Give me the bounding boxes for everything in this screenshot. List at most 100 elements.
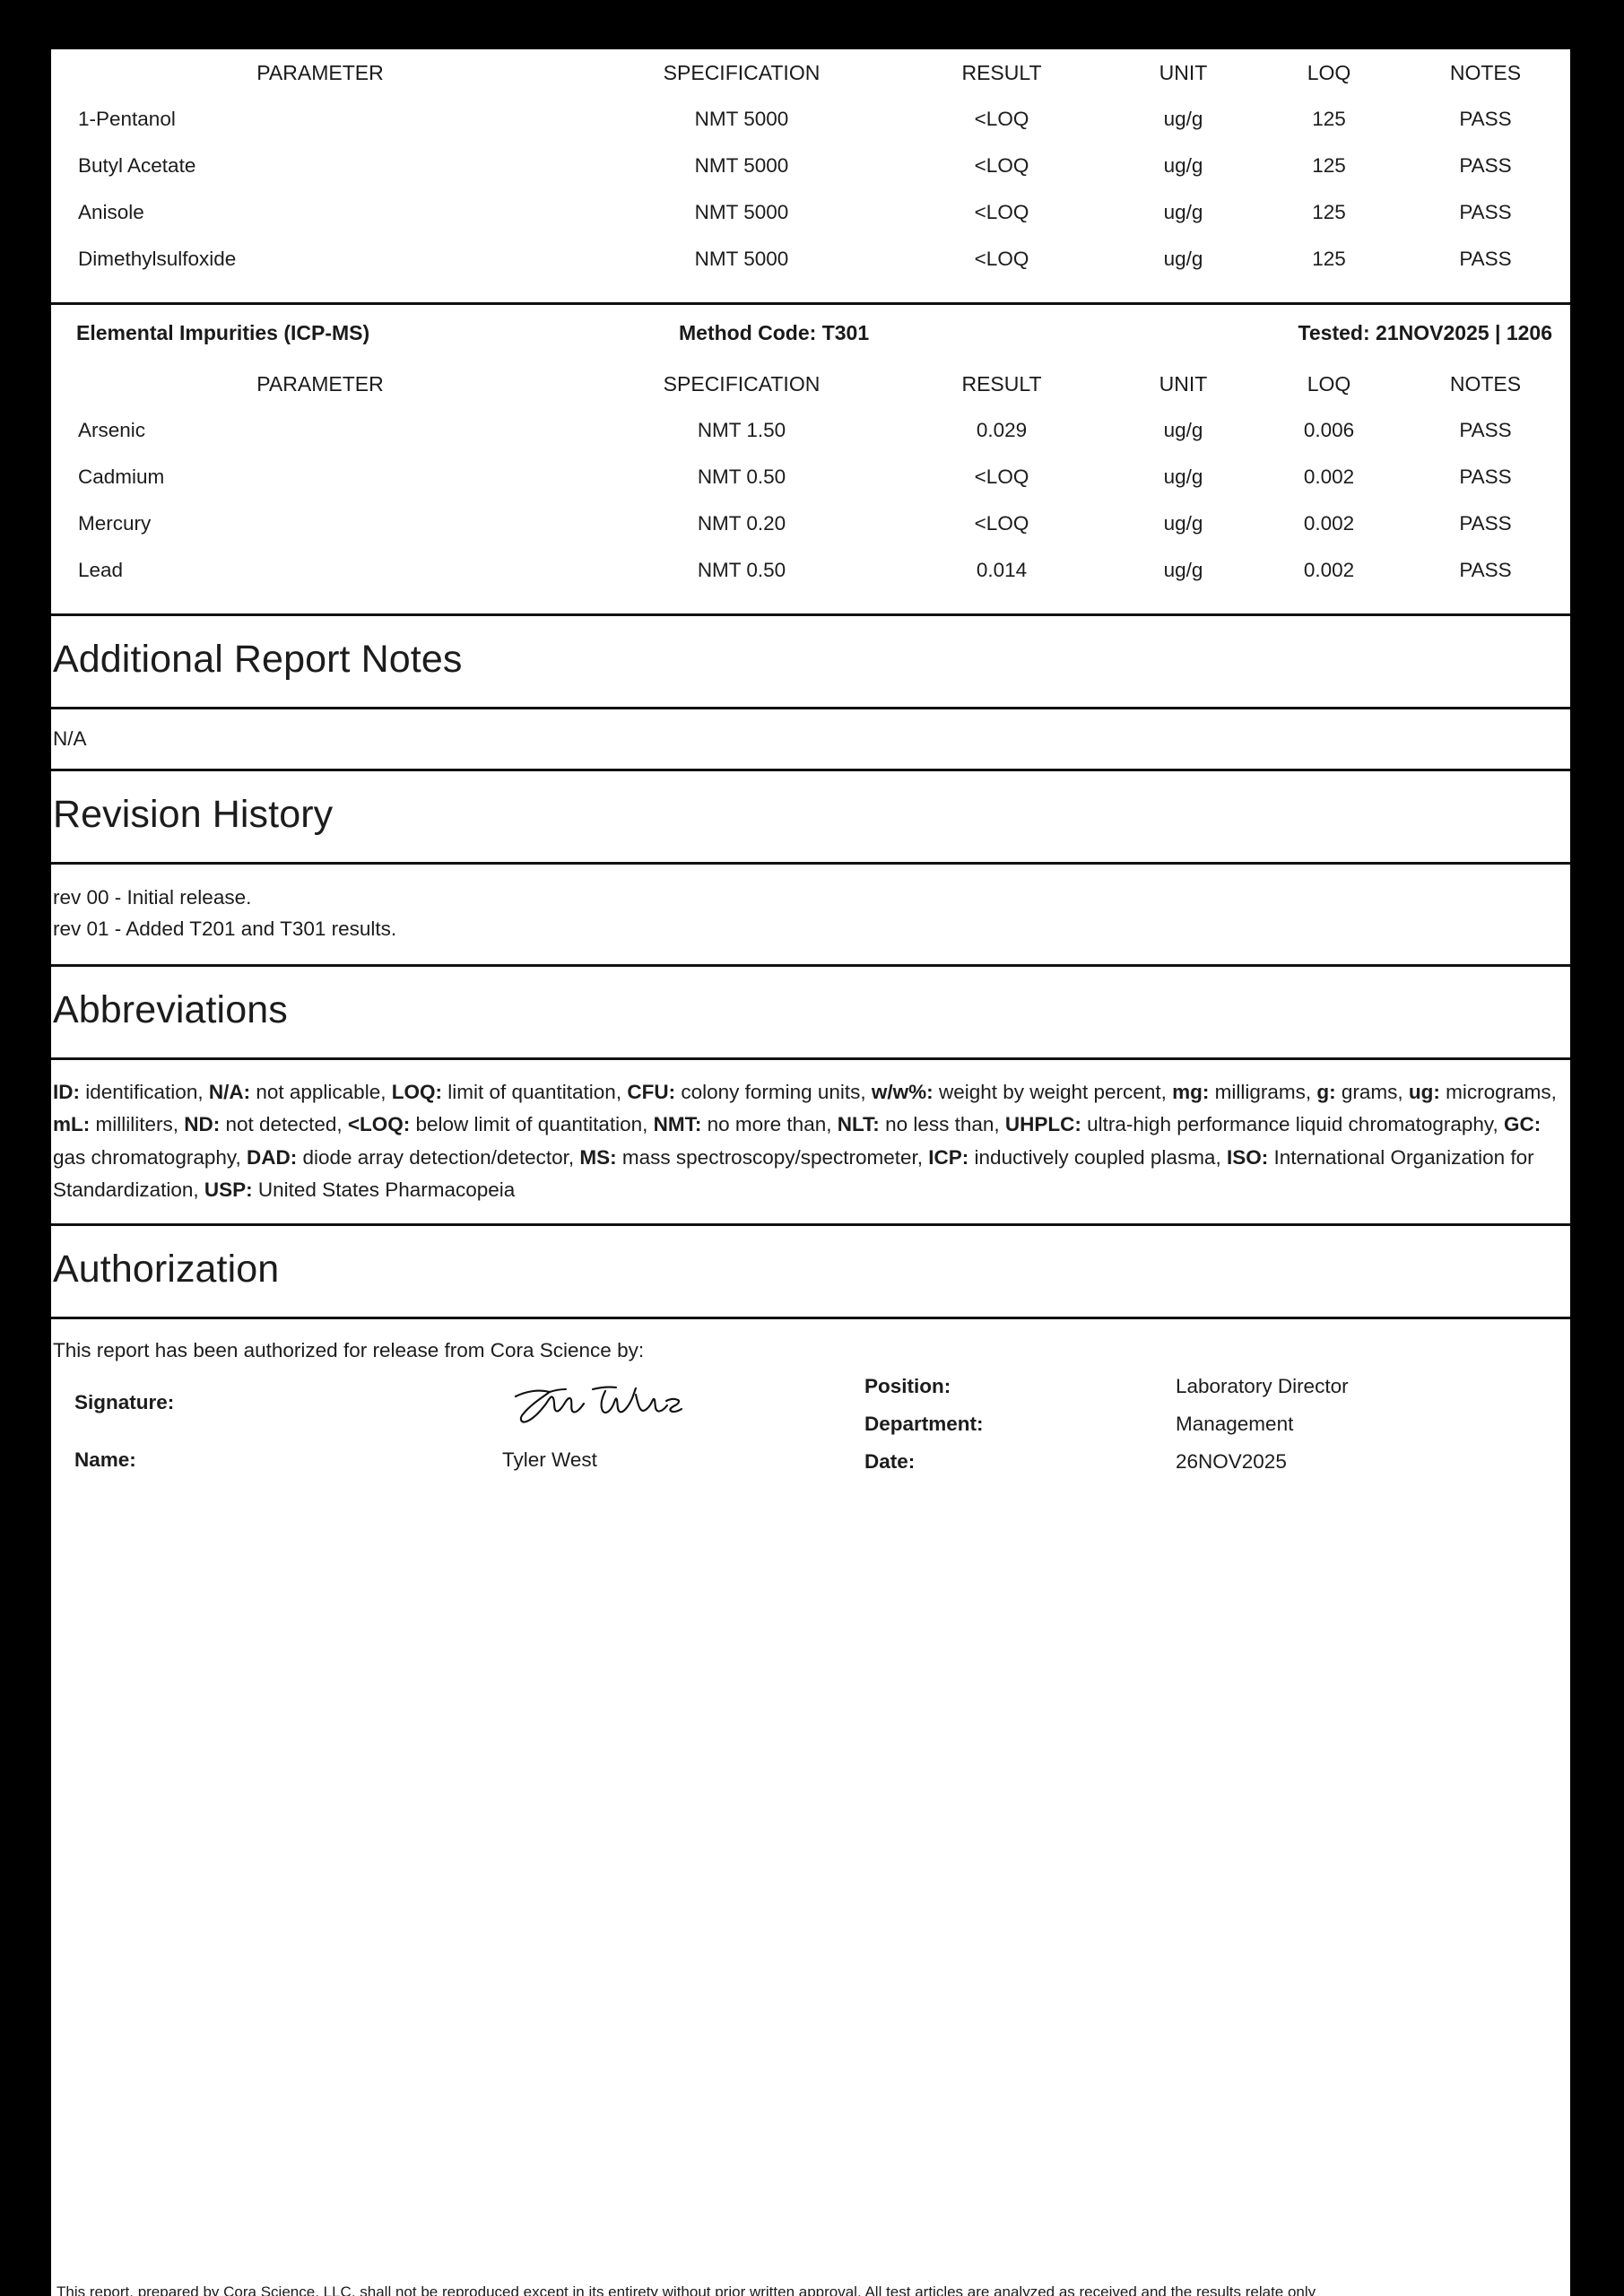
abbreviations-body: ID: identification, N/A: not applicable,…	[51, 1060, 1570, 1223]
cell-unit: ug/g	[1163, 108, 1203, 130]
position-label: Position:	[864, 1374, 951, 1397]
abbreviation-term: ID:	[53, 1080, 80, 1103]
abbreviation-term: NLT:	[837, 1113, 880, 1136]
footer-disclaimer: This report, prepared by Cora Science, L…	[56, 2283, 1316, 2296]
cell-unit: ug/g	[1163, 512, 1203, 535]
cell-specification: NMT 5000	[694, 108, 789, 130]
abbreviation-term: GC:	[1503, 1113, 1541, 1136]
col-notes: NOTES	[1449, 60, 1522, 84]
cell-specification: NMT 5000	[694, 154, 789, 177]
abbreviation-definition: no more than,	[701, 1113, 838, 1136]
abbreviation-term: N/A:	[208, 1080, 251, 1103]
abbreviation-definition: milligrams,	[1209, 1080, 1317, 1103]
col-specification: SPECIFICATION	[663, 371, 821, 396]
table-row: Butyl Acetate NMT 5000 <LOQ ug/g 125 PAS…	[51, 143, 1570, 189]
abbreviation-definition: United States Pharmacopeia	[252, 1178, 516, 1202]
abbreviation-term: UHPLC:	[1004, 1113, 1081, 1136]
cell-specification: NMT 0.50	[697, 465, 786, 488]
col-loq: LOQ	[1307, 371, 1351, 396]
revision-line-1: rev 00 - Initial release.	[53, 886, 252, 909]
cell-result: <LOQ	[974, 108, 1029, 130]
abbreviation-definition: diode array detection/detector,	[297, 1145, 580, 1169]
cell-loq: 125	[1312, 201, 1346, 223]
abbreviation-term: g:	[1316, 1080, 1336, 1103]
col-loq: LOQ	[1307, 60, 1351, 84]
cell-unit: ug/g	[1163, 559, 1203, 581]
section-divider	[51, 769, 1570, 772]
col-parameter: PARAMETER	[256, 371, 384, 396]
table-header-row: PARAMETER SPECIFICATION RESULT UNIT LOQ …	[51, 361, 1570, 407]
table-row: Lead NMT 0.50 0.014 ug/g 0.002 PASS	[51, 547, 1570, 594]
cell-loq: 0.006	[1303, 419, 1355, 441]
section-divider	[51, 1057, 1570, 1060]
cell-notes: PASS	[1459, 201, 1512, 223]
abbreviation-term: DAD:	[246, 1145, 298, 1169]
elemental-impurities-title: Elemental Impurities (ICP-MS)	[76, 320, 370, 344]
cell-loq: 0.002	[1303, 465, 1355, 488]
cell-parameter: 1-Pentanol	[78, 108, 176, 130]
abbreviation-definition: colony forming units,	[675, 1080, 872, 1103]
cell-unit: ug/g	[1163, 419, 1203, 441]
abbreviation-definition: identification,	[80, 1080, 209, 1103]
cell-parameter: Mercury	[78, 512, 152, 535]
abbreviation-term: ISO:	[1226, 1145, 1269, 1169]
abbreviation-term: ug:	[1408, 1080, 1440, 1103]
revision-history-body: rev 00 - Initial release. rev 01 - Added…	[51, 865, 1570, 963]
cell-parameter: Butyl Acetate	[78, 154, 196, 177]
abbreviation-definition: ultra-high performance liquid chromatogr…	[1081, 1113, 1504, 1136]
abbreviation-term: USP:	[204, 1178, 253, 1202]
name-value: Tyler West	[502, 1448, 597, 1471]
section-divider	[51, 707, 1570, 710]
abbreviations-heading: Abbreviations	[53, 987, 288, 1031]
abbreviation-term: LOQ:	[391, 1080, 442, 1103]
cell-loq: 125	[1312, 108, 1346, 130]
table-header-row: PARAMETER SPECIFICATION RESULT UNIT LOQ …	[51, 49, 1570, 96]
cell-unit: ug/g	[1163, 248, 1203, 270]
abbreviation-term: mL:	[53, 1113, 91, 1136]
name-label: Name:	[74, 1448, 136, 1471]
abbreviation-definition: mass spectroscopy/spectrometer,	[616, 1145, 929, 1169]
cell-parameter: Dimethylsulfoxide	[78, 248, 237, 270]
cell-notes: PASS	[1459, 512, 1512, 535]
cell-specification: NMT 0.20	[697, 512, 786, 535]
cell-result: 0.029	[976, 419, 1028, 441]
date-label: Date:	[864, 1449, 916, 1473]
table-row: Cadmium NMT 0.50 <LOQ ug/g 0.002 PASS	[51, 454, 1570, 500]
cell-result: <LOQ	[974, 248, 1029, 270]
department-value: Management	[1176, 1412, 1294, 1435]
abbreviation-definition: below limit of quantitation,	[410, 1113, 654, 1136]
cell-parameter: Lead	[78, 559, 124, 581]
table-row: Arsenic NMT 1.50 0.029 ug/g 0.006 PASS	[51, 407, 1570, 454]
abbreviation-term: mg:	[1172, 1080, 1210, 1103]
report-page: PARAMETER SPECIFICATION RESULT UNIT LOQ …	[51, 49, 1570, 2296]
abbreviation-definition: grams,	[1335, 1080, 1409, 1103]
abbreviation-definition: International Organization for Standardi…	[53, 1145, 1534, 1202]
section-divider	[51, 302, 1570, 305]
cell-specification: NMT 5000	[694, 248, 789, 270]
cell-loq: 0.002	[1303, 512, 1355, 535]
department-label: Department:	[864, 1412, 984, 1435]
signature-label: Signature:	[74, 1390, 175, 1413]
cell-result: 0.014	[976, 559, 1028, 581]
abbreviation-term: ICP:	[928, 1145, 969, 1169]
col-specification: SPECIFICATION	[663, 60, 821, 84]
cell-result: <LOQ	[974, 201, 1029, 223]
table-row: Dimethylsulfoxide NMT 5000 <LOQ ug/g 125…	[51, 236, 1570, 283]
abbreviation-term: ND:	[184, 1113, 221, 1136]
cell-loq: 125	[1312, 248, 1346, 270]
position-value: Laboratory Director	[1176, 1374, 1349, 1397]
cell-loq: 0.002	[1303, 559, 1355, 581]
cell-specification: NMT 0.50	[697, 559, 786, 581]
revision-line-2: rev 01 - Added T201 and T301 results.	[53, 917, 397, 940]
cell-notes: PASS	[1459, 465, 1512, 488]
cell-result: <LOQ	[974, 154, 1029, 177]
cell-unit: ug/g	[1163, 154, 1203, 177]
section-divider	[51, 963, 1570, 967]
cell-loq: 125	[1312, 154, 1346, 177]
col-result: RESULT	[961, 60, 1042, 84]
residual-solvents-table: PARAMETER SPECIFICATION RESULT UNIT LOQ …	[51, 49, 1570, 283]
cell-notes: PASS	[1459, 248, 1512, 270]
page-whitespace	[51, 1497, 1570, 1963]
col-result: RESULT	[961, 371, 1042, 396]
authorization-signature-block: Signature: Name: Tyler West Position: De…	[51, 1371, 1570, 1497]
